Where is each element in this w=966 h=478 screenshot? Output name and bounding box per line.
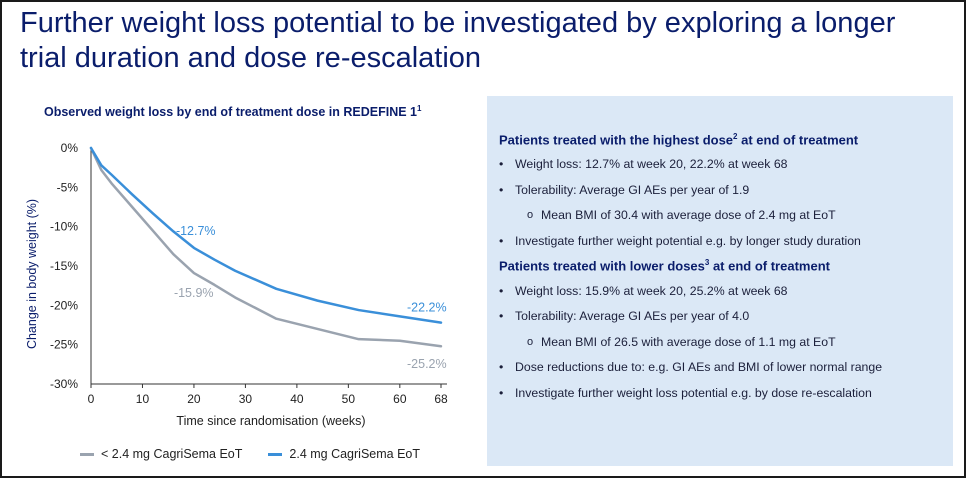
list-item: • Investigate further weight potential e.… — [499, 233, 941, 249]
list-item-text: Weight loss: 12.7% at week 20, 22.2% at … — [515, 157, 788, 172]
list-item-text: Mean BMI of 26.5 with average dose of 1.… — [541, 334, 836, 349]
chart-legend: < 2.4 mg CagriSema EoT 2.4 mg CagriSema … — [80, 447, 420, 461]
list-item: • Weight loss: 12.7% at week 20, 22.2% at… — [499, 156, 941, 172]
bullet-icon: • — [499, 182, 504, 197]
legend-swatch-low-dose — [80, 452, 94, 456]
x-tick-label: 20 — [187, 392, 201, 406]
section-heading-footnote: 2 — [733, 132, 738, 141]
bullet-icon: • — [499, 283, 504, 298]
x-tick-label: 30 — [239, 392, 253, 406]
y-tick-label: -25% — [50, 338, 78, 352]
x-tick-label: 40 — [290, 392, 304, 406]
data-label: -15.9% — [174, 286, 214, 300]
legend-swatch-high-dose — [268, 452, 283, 456]
sub-list-item: o Mean BMI of 26.5 with average dose of 1… — [499, 334, 941, 350]
x-tick-label: 0 — [88, 392, 95, 406]
y-tick-label: -10% — [50, 220, 78, 234]
x-tick-label: 50 — [342, 392, 356, 406]
series-line-low-dose — [89, 146, 443, 348]
section-heading-suffix: at end of treatment — [709, 258, 830, 274]
summary-panel: Patients treated with the highest dose2 … — [487, 96, 953, 466]
section-heading-text: Patients treated with the highest dose — [499, 132, 734, 148]
legend-label-low-dose: < 2.4 mg CagriSema EoT — [101, 447, 243, 461]
sub-list-item: o Mean BMI of 30.4 with average dose of 2… — [499, 207, 941, 223]
bullet-icon: • — [499, 233, 504, 248]
bullet-icon: • — [499, 309, 504, 324]
y-tick-label: 0% — [61, 141, 79, 155]
list-item-text: Investigate further weight loss potentia… — [515, 385, 872, 400]
list-item: • Weight loss: 15.9% at week 20, 25.2% at… — [499, 283, 941, 299]
list-item-text: Dose reductions due to: e.g. GI AEs and … — [515, 360, 883, 375]
y-tick-label: -20% — [50, 298, 78, 312]
y-tick-label: -30% — [50, 377, 78, 391]
bullet-list-highest-dose: • Weight loss: 12.7% at week 20, 22.2% at… — [499, 156, 941, 249]
list-item-text: Investigate further weight potential e.g… — [515, 233, 861, 248]
list-item-text: Weight loss: 15.9% at week 20, 25.2% at … — [515, 283, 788, 298]
list-item-text: Tolerability: Average GI AEs per year of… — [515, 309, 750, 324]
x-axis-title: Time since randomisation (weeks) — [176, 414, 365, 428]
bullet-icon: • — [499, 157, 504, 172]
slide-title: Further weight loss potential to be inve… — [20, 7, 896, 74]
sub-bullet-icon: o — [527, 209, 534, 222]
weight-loss-chart: 0% -5% -10% -15% -20% -25% -30% 0 10 20 30 40 50 60 68… — [25, 141, 448, 428]
bullet-icon: • — [499, 360, 504, 375]
bullet-list-lower-dose: • Weight loss: 15.9% at week 20, 25.2% at… — [499, 283, 941, 401]
list-item: • Tolerability: Average GI AEs per year o… — [499, 182, 941, 198]
list-item-text: Tolerability: Average GI AEs per year of… — [515, 182, 750, 197]
sub-bullet-icon: o — [527, 335, 534, 348]
data-label: -22.2% — [407, 301, 447, 315]
data-label: -12.7% — [176, 224, 216, 238]
chart-title: Observed weight loss by end of treatment… — [44, 104, 421, 119]
section-heading-highest-dose: Patients treated with the highest dose2 … — [499, 132, 941, 147]
y-axis-title: Change in body weight (%) — [25, 199, 39, 349]
list-item: • Dose reductions due to: e.g. GI AEs and… — [499, 359, 941, 375]
section-heading-text: Patients treated with lower doses — [499, 258, 705, 274]
y-tick-label: -5% — [57, 180, 79, 194]
x-tick-label: 60 — [393, 392, 407, 406]
legend-item-high-dose: 2.4 mg CagriSema EoT — [268, 447, 420, 461]
section-heading-suffix: at end of treatment — [737, 132, 859, 148]
series-line-high-dose — [89, 146, 443, 324]
list-item: • Investigate further weight loss potenti… — [499, 385, 941, 401]
chart-title-footnote: 1 — [417, 104, 422, 113]
list-item: • Tolerability: Average GI AEs per year o… — [499, 308, 941, 324]
section-heading-lower-dose: Patients treated with lower doses3 at en… — [499, 258, 941, 273]
x-tick-label: 10 — [136, 392, 150, 406]
legend-label-high-dose: 2.4 mg CagriSema EoT — [289, 447, 420, 461]
chart-title-text: Observed weight loss by end of treatment… — [44, 105, 417, 120]
legend-item-low-dose: < 2.4 mg CagriSema EoT — [80, 447, 242, 461]
x-tick-label: 68 — [434, 392, 448, 406]
y-tick-label: -15% — [50, 259, 78, 273]
list-item-text: Mean BMI of 30.4 with average dose of 2.… — [541, 208, 836, 223]
section-heading-footnote: 3 — [704, 258, 710, 268]
data-label: -25.2% — [407, 357, 447, 371]
bullet-icon: • — [499, 385, 504, 400]
